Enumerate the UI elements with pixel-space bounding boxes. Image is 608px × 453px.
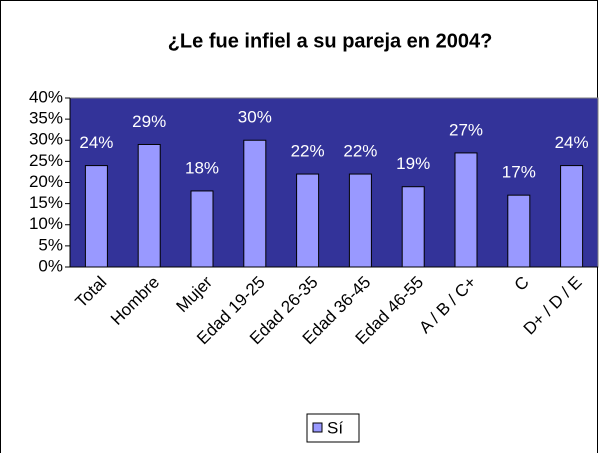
data-label: 18% xyxy=(185,158,219,177)
data-label: 27% xyxy=(449,120,483,139)
bar xyxy=(190,190,214,268)
bar xyxy=(560,165,584,268)
data-label: 30% xyxy=(238,108,272,127)
bar xyxy=(401,186,425,268)
y-tick-label: 15% xyxy=(29,193,63,212)
y-tick-label: 30% xyxy=(29,130,63,149)
bar xyxy=(243,139,267,268)
bar xyxy=(348,173,372,268)
y-tick-label: 25% xyxy=(29,151,63,170)
y-tick-label: 20% xyxy=(29,172,63,191)
legend-swatch xyxy=(312,422,323,433)
bar xyxy=(454,152,478,268)
y-tick-label: 10% xyxy=(29,214,63,233)
chart-title: ¿Le fue infiel a su pareja en 2004? xyxy=(168,30,493,52)
bar xyxy=(296,173,320,268)
data-label: 24% xyxy=(555,133,589,152)
data-label: 19% xyxy=(396,154,430,173)
y-tick-label: 35% xyxy=(29,109,63,128)
bar xyxy=(84,165,108,268)
data-label: 24% xyxy=(79,133,113,152)
data-label: 22% xyxy=(291,142,325,161)
y-tick-label: 0% xyxy=(38,256,63,275)
data-label: 22% xyxy=(343,142,377,161)
y-tick-label: 5% xyxy=(38,235,63,254)
y-tick-label: 40% xyxy=(29,87,63,106)
bar xyxy=(507,194,531,268)
bar xyxy=(137,143,161,268)
data-label: 29% xyxy=(132,112,166,131)
legend-label: Sí xyxy=(327,418,343,437)
data-label: 17% xyxy=(502,163,536,182)
